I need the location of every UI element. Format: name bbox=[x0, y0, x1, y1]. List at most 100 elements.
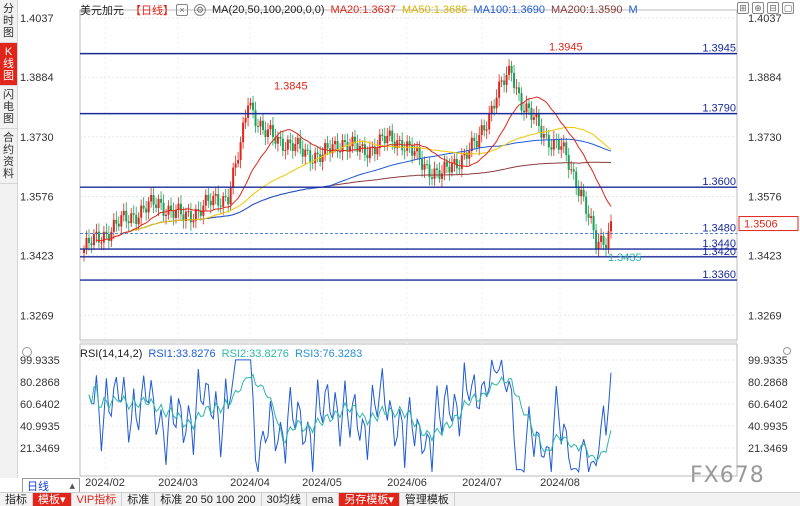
fullscreen-icon[interactable]: ▢ bbox=[782, 2, 794, 14]
rsi-axis-label-left: 99.9335 bbox=[20, 355, 60, 367]
candle-body bbox=[488, 113, 491, 130]
shrink-icon[interactable]: ⊟ bbox=[767, 2, 779, 14]
settings-icon[interactable]: ⚙ bbox=[194, 4, 206, 16]
candle-body bbox=[177, 203, 180, 210]
candle-body bbox=[92, 233, 95, 246]
zoom-icon[interactable]: ⊕ bbox=[752, 2, 764, 14]
rsi-collapse-icon[interactable] bbox=[22, 347, 32, 357]
indicator-button[interactable]: 指标 bbox=[0, 492, 33, 506]
rsi-settings-icon[interactable] bbox=[783, 347, 791, 355]
candle-body bbox=[222, 196, 225, 207]
crosshair-icon[interactable]: ⊞ bbox=[737, 2, 749, 14]
candle-body bbox=[600, 235, 603, 242]
price-axis-label-left: 1.4037 bbox=[20, 13, 54, 25]
candle-body bbox=[122, 210, 125, 216]
candle-body bbox=[440, 173, 443, 179]
candle-body bbox=[294, 143, 297, 152]
candle-body bbox=[289, 139, 292, 144]
chart-header: 美元加元 【日线】 × ⚙ MA(20,50,100,200,0,0) MA20… bbox=[80, 2, 644, 18]
candle-body bbox=[174, 209, 177, 218]
candle-body bbox=[115, 219, 118, 224]
candle-body bbox=[381, 134, 384, 137]
candle-body bbox=[535, 113, 538, 118]
candle-body bbox=[455, 158, 458, 169]
candle-body bbox=[515, 87, 518, 89]
candle-body bbox=[162, 202, 165, 216]
candle-body bbox=[286, 139, 289, 150]
candle-body bbox=[316, 152, 319, 155]
candle-body bbox=[299, 137, 302, 149]
candle-body bbox=[592, 216, 595, 231]
candle-body bbox=[547, 134, 550, 148]
candle-body bbox=[341, 139, 344, 153]
template-standard-ma[interactable]: 标准 20 50 100 200 bbox=[155, 492, 262, 506]
tab-flash[interactable]: 闪电图 bbox=[0, 86, 17, 129]
tab-contract-info[interactable]: 合约资料 bbox=[0, 129, 17, 184]
candle-body bbox=[142, 205, 145, 209]
vip-indicator-button[interactable]: VIP指标 bbox=[72, 492, 123, 506]
candle-body bbox=[132, 213, 135, 215]
candle-body bbox=[261, 120, 264, 131]
price-axis-label-right: 1.3576 bbox=[748, 191, 782, 203]
candle-body bbox=[165, 214, 168, 216]
save-template-button[interactable]: 另存模板▾ bbox=[339, 492, 400, 506]
close-icon[interactable]: × bbox=[176, 4, 188, 16]
template-30ma[interactable]: 30均线 bbox=[262, 492, 307, 506]
candle-body bbox=[540, 125, 543, 138]
candle-body bbox=[229, 187, 232, 205]
template-standard[interactable]: 标准 bbox=[122, 492, 156, 506]
candle-body bbox=[398, 139, 401, 141]
manage-template-button[interactable]: 管理模板 bbox=[400, 492, 455, 506]
candle-body bbox=[192, 220, 195, 223]
candle-body bbox=[276, 136, 279, 144]
candle-body bbox=[508, 65, 511, 76]
candle-body bbox=[493, 105, 496, 109]
candle-body bbox=[580, 189, 583, 197]
candle-body bbox=[296, 137, 299, 144]
chart-canvas[interactable]: 1.4037 1.4037 1.3884 1.3884 1.3730 1.3730 1.35… bbox=[0, 0, 800, 492]
candle-body bbox=[135, 214, 138, 225]
candle-body bbox=[209, 200, 212, 206]
timeframe-select[interactable]: 日线 ▴ bbox=[22, 478, 80, 493]
candle-body bbox=[490, 105, 493, 114]
rsi-axis-label-right: 60.6402 bbox=[748, 399, 788, 411]
candle-body bbox=[582, 189, 585, 197]
candle-body bbox=[406, 141, 409, 151]
candle-body bbox=[271, 125, 274, 138]
candle-body bbox=[435, 168, 438, 170]
chevron-up-icon: ▴ bbox=[69, 480, 75, 492]
rsi-axis-label-left: 80.2868 bbox=[20, 377, 60, 389]
template-button[interactable]: 模板▾ bbox=[33, 492, 72, 506]
candle-body bbox=[254, 110, 257, 126]
candle-body bbox=[537, 113, 540, 126]
dropdown-arrow-icon: ▾ bbox=[60, 493, 66, 506]
candle-body bbox=[587, 213, 590, 219]
candle-body bbox=[416, 146, 419, 152]
candle-body bbox=[326, 143, 329, 149]
candle-body bbox=[269, 125, 272, 130]
candle-body bbox=[373, 146, 376, 155]
window-controls: ⊞ ⊕ ⊟ ▢ bbox=[734, 2, 794, 14]
rsi-axis-label-left: 60.6402 bbox=[20, 399, 60, 411]
candle-body bbox=[607, 231, 610, 249]
candle-body bbox=[242, 122, 245, 143]
candle-body bbox=[127, 221, 130, 224]
candle-body bbox=[105, 231, 108, 234]
candle-body bbox=[346, 142, 349, 152]
tab-timeshare[interactable]: 分时图 bbox=[0, 0, 17, 43]
candle-body bbox=[450, 163, 453, 173]
ma20-value: MA20:1.3637 bbox=[330, 4, 396, 16]
candle-body bbox=[527, 103, 530, 108]
candle-body bbox=[170, 205, 173, 211]
template-ema[interactable]: ema bbox=[307, 492, 340, 506]
candle-body bbox=[97, 231, 100, 243]
ma20-line bbox=[96, 96, 612, 242]
dropdown-arrow-icon: ▾ bbox=[388, 493, 394, 506]
candle-body bbox=[102, 231, 105, 243]
rsi-panel-frame bbox=[79, 343, 738, 477]
rsi-axis-label-left: 21.3469 bbox=[20, 443, 60, 455]
candle-body bbox=[224, 196, 227, 198]
m-button[interactable]: M bbox=[628, 4, 638, 16]
candle-body bbox=[605, 244, 608, 249]
